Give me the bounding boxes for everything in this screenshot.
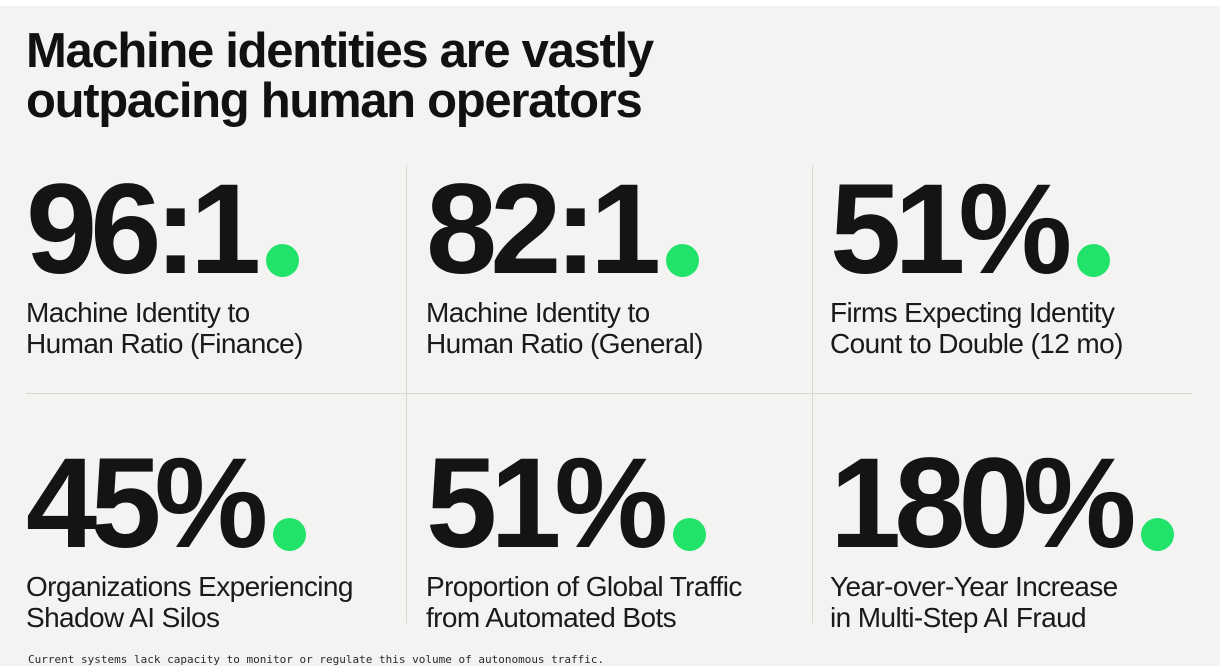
stat-label-line-1: Machine Identity to bbox=[26, 297, 250, 328]
stat-card-bot-traffic: 51% Proportion of Global Traffic from Au… bbox=[426, 439, 806, 649]
stat-label: Proportion of Global Traffic from Automa… bbox=[426, 571, 806, 633]
green-dot-icon bbox=[673, 518, 707, 551]
stat-label: Organizations Experiencing Shadow AI Sil… bbox=[26, 571, 406, 633]
green-dot-icon bbox=[266, 244, 300, 277]
stat-label-line-1: Year-over-Year Increase bbox=[830, 571, 1118, 602]
stat-label-line-2: Shadow AI Silos bbox=[26, 602, 220, 633]
stat-card-finance-ratio: 96:1 Machine Identity to Human Ratio (Fi… bbox=[26, 165, 406, 375]
green-dot-icon bbox=[666, 244, 700, 277]
stat-value-row: 96:1 bbox=[26, 158, 406, 301]
stat-value: 45% bbox=[26, 432, 268, 575]
footnote: Current systems lack capacity to monitor… bbox=[28, 653, 605, 666]
stat-value: 96:1 bbox=[26, 158, 261, 301]
green-dot-icon bbox=[1141, 518, 1175, 551]
stat-label-line-2: Count to Double (12 mo) bbox=[830, 328, 1123, 359]
stat-value: 180% bbox=[830, 432, 1136, 575]
stat-card-general-ratio: 82:1 Machine Identity to Human Ratio (Ge… bbox=[426, 165, 806, 375]
stat-value-row: 51% bbox=[830, 158, 1210, 301]
stat-card-ai-fraud: 180% Year-over-Year Increase in Multi-St… bbox=[830, 439, 1210, 649]
page-title-line-2: outpacing human operators bbox=[26, 74, 643, 128]
stat-value: 82:1 bbox=[426, 158, 661, 301]
stat-card-identity-double: 51% Firms Expecting Identity Count to Do… bbox=[830, 165, 1210, 375]
stat-label-line-1: Organizations Experiencing bbox=[26, 571, 353, 602]
row-divider bbox=[26, 393, 1192, 394]
stat-label-line-1: Proportion of Global Traffic bbox=[426, 571, 742, 602]
green-dot-icon bbox=[273, 518, 307, 551]
green-dot-icon bbox=[1077, 244, 1111, 277]
page-title: Machine identities are vastly outpacing … bbox=[26, 26, 786, 126]
stat-label-line-2: from Automated Bots bbox=[426, 602, 677, 633]
stat-value: 51% bbox=[830, 158, 1072, 301]
stat-label-line-1: Machine Identity to bbox=[426, 297, 650, 328]
stat-label-line-2: Human Ratio (General) bbox=[426, 328, 703, 359]
column-divider-2 bbox=[812, 165, 813, 623]
stat-label: Machine Identity to Human Ratio (Finance… bbox=[26, 297, 406, 359]
stat-label: Firms Expecting Identity Count to Double… bbox=[830, 297, 1210, 359]
stat-label: Machine Identity to Human Ratio (General… bbox=[426, 297, 806, 359]
stat-value-row: 82:1 bbox=[426, 158, 806, 301]
stat-label-line-2: in Multi-Step AI Fraud bbox=[830, 602, 1087, 633]
stat-value-row: 45% bbox=[26, 432, 406, 575]
stat-value-row: 51% bbox=[426, 432, 806, 575]
stat-label-line-1: Firms Expecting Identity bbox=[830, 297, 1115, 328]
top-strip bbox=[0, 0, 1220, 6]
stat-value-row: 180% bbox=[830, 432, 1210, 575]
stat-label-line-2: Human Ratio (Finance) bbox=[26, 328, 303, 359]
stat-label: Year-over-Year Increase in Multi-Step AI… bbox=[830, 571, 1210, 633]
page-title-line-1: Machine identities are vastly bbox=[26, 24, 654, 78]
stat-value: 51% bbox=[426, 432, 668, 575]
stat-card-shadow-ai: 45% Organizations Experiencing Shadow AI… bbox=[26, 439, 406, 649]
column-divider-1 bbox=[406, 165, 407, 623]
stats-grid: 96:1 Machine Identity to Human Ratio (Fi… bbox=[0, 165, 1192, 633]
